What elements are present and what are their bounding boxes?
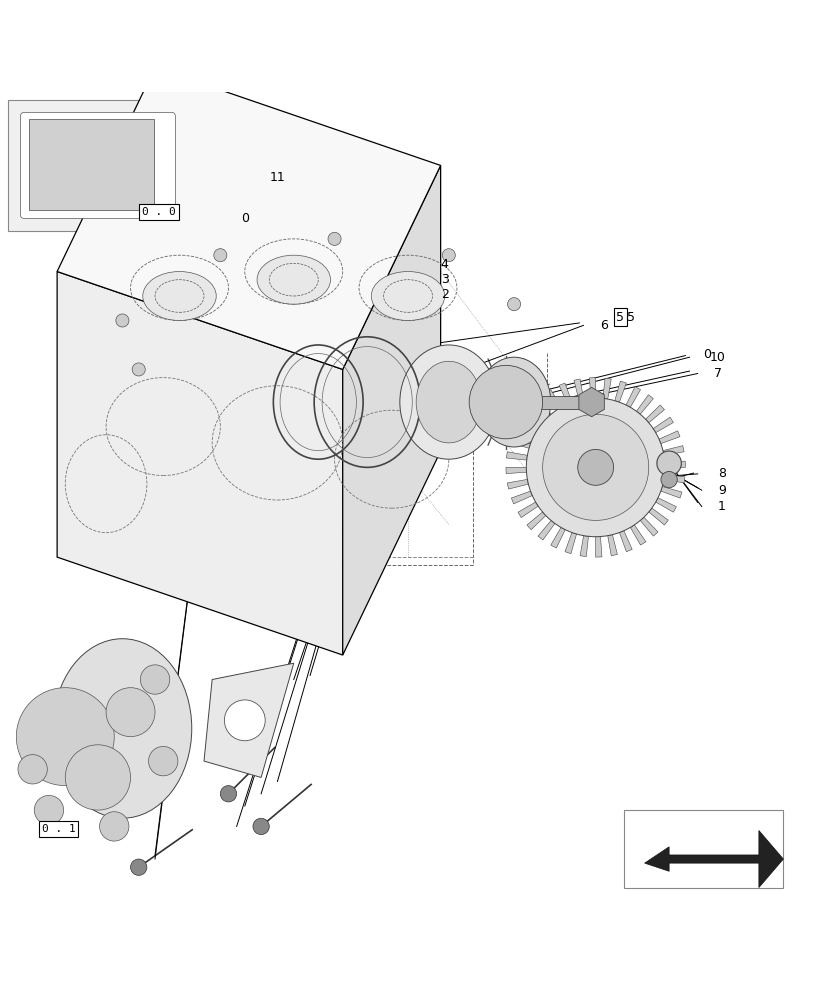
Text: 0: 0 [241,212,249,225]
Bar [29,119,154,210]
Circle shape [131,859,147,875]
Text: 3: 3 [441,273,449,286]
Polygon shape [659,431,680,444]
Text: 11: 11 [269,171,285,184]
Circle shape [253,818,269,835]
Polygon shape [527,512,546,530]
Polygon shape [508,479,529,489]
Polygon shape [580,536,588,557]
Circle shape [106,688,155,737]
Circle shape [116,314,129,327]
Circle shape [100,812,129,841]
Polygon shape [614,381,627,402]
Ellipse shape [257,255,330,304]
Circle shape [508,298,521,311]
Text: 2: 2 [441,288,449,301]
Ellipse shape [477,357,551,447]
Polygon shape [649,508,668,525]
Text: 5: 5 [627,311,635,324]
Circle shape [16,688,114,786]
Polygon shape [551,527,565,548]
Text: 4: 4 [441,258,449,271]
Polygon shape [534,399,551,417]
Circle shape [442,249,455,262]
Polygon shape [665,461,685,467]
Ellipse shape [416,361,481,443]
Circle shape [657,451,681,476]
Text: 8: 8 [718,467,726,480]
Circle shape [149,746,178,776]
Polygon shape [603,378,611,399]
Polygon shape [57,68,441,369]
Polygon shape [636,395,654,414]
Text: 1: 1 [718,500,726,513]
Polygon shape [645,830,783,888]
Text: 10: 10 [710,351,725,364]
Text: 7: 7 [714,367,722,380]
Polygon shape [506,467,526,474]
FancyBboxPatch shape [20,112,175,218]
Polygon shape [608,535,618,556]
Text: 9: 9 [718,484,726,497]
Circle shape [224,700,265,741]
Polygon shape [515,422,535,437]
Circle shape [65,745,131,810]
Circle shape [140,665,170,694]
Text: 0: 0 [703,348,712,361]
Text: 5: 5 [616,311,624,324]
Circle shape [214,249,227,262]
Polygon shape [663,446,684,455]
Text: 0 . 0: 0 . 0 [142,207,176,217]
Polygon shape [619,531,632,552]
Ellipse shape [400,345,498,459]
Circle shape [469,365,543,439]
Ellipse shape [371,272,445,320]
Circle shape [578,449,614,485]
Polygon shape [641,517,658,536]
Polygon shape [626,387,641,407]
Bar [8,100,188,231]
Polygon shape [343,165,441,655]
Polygon shape [653,417,673,433]
Polygon shape [512,491,532,504]
Polygon shape [661,486,682,498]
Polygon shape [204,663,294,777]
Polygon shape [630,525,646,545]
Polygon shape [545,390,561,410]
Polygon shape [574,379,583,400]
Polygon shape [596,537,602,557]
Circle shape [18,755,47,784]
Circle shape [543,414,649,520]
Polygon shape [523,410,543,427]
Polygon shape [664,475,685,483]
Polygon shape [509,437,530,448]
Polygon shape [507,452,527,460]
Circle shape [328,232,341,245]
Circle shape [526,398,665,537]
Circle shape [132,363,145,376]
Text: 6: 6 [600,319,608,332]
Bar [624,810,783,888]
Polygon shape [645,405,664,423]
Circle shape [508,371,521,384]
Circle shape [220,786,237,802]
Polygon shape [518,502,539,518]
Polygon shape [559,383,572,404]
Ellipse shape [53,639,192,818]
Polygon shape [538,520,555,540]
Polygon shape [656,498,676,512]
Polygon shape [57,272,343,655]
Circle shape [34,795,64,825]
Text: 0 . 1: 0 . 1 [42,824,76,834]
Polygon shape [589,378,596,398]
Bar [539,396,588,409]
Circle shape [661,471,677,488]
Ellipse shape [143,272,216,320]
Polygon shape [565,533,577,554]
